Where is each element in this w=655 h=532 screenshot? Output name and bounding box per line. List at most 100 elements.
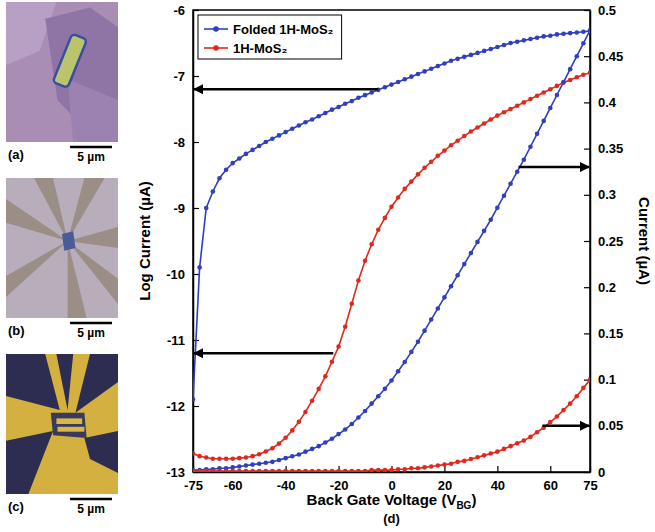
data-point xyxy=(244,152,249,157)
tick-mark xyxy=(193,406,199,407)
data-point xyxy=(197,265,202,270)
data-point xyxy=(277,441,282,446)
data-point xyxy=(211,457,216,462)
data-point xyxy=(217,457,222,462)
data-point xyxy=(568,401,573,406)
data-point xyxy=(568,31,573,36)
data-point xyxy=(462,55,467,60)
series xyxy=(193,70,590,461)
data-point xyxy=(541,34,546,39)
data-point xyxy=(310,469,315,472)
data-point xyxy=(429,464,434,469)
micrograph-panel: (c)5 µm xyxy=(6,354,118,516)
data-point xyxy=(502,193,507,198)
tick-mark xyxy=(193,472,199,473)
data-point xyxy=(389,378,394,383)
data-point xyxy=(495,449,500,454)
micrograph-background xyxy=(6,354,118,494)
data-point xyxy=(416,339,421,344)
data-point xyxy=(581,72,586,77)
data-point xyxy=(257,144,262,149)
data-point xyxy=(250,454,255,459)
data-point xyxy=(455,273,460,278)
data-point xyxy=(422,69,427,74)
data-point xyxy=(297,469,302,472)
data-point xyxy=(502,110,507,115)
data-point xyxy=(283,130,288,135)
data-point xyxy=(548,106,553,111)
data-point xyxy=(343,469,348,472)
tick-mark xyxy=(584,10,590,11)
data-point xyxy=(270,460,275,465)
data-point xyxy=(389,468,394,472)
tick-label: 0.45 xyxy=(598,49,623,64)
data-point xyxy=(270,469,275,472)
data-point xyxy=(193,451,195,456)
data-point xyxy=(502,447,507,452)
panel-label: (d) xyxy=(383,511,400,526)
data-point xyxy=(383,468,388,472)
data-point xyxy=(204,206,209,211)
data-point xyxy=(310,398,315,403)
scale-bar-label: 5 µm xyxy=(77,150,105,164)
series xyxy=(193,377,590,472)
tick-label: -10 xyxy=(166,267,185,282)
data-point xyxy=(455,57,460,62)
data-point xyxy=(316,469,321,472)
tick: -10 xyxy=(166,267,199,282)
y-axis: -13-12-11-10-9-8-7-6 xyxy=(166,3,199,480)
tick-label: 0.1 xyxy=(598,372,616,387)
tick-label: -9 xyxy=(173,201,185,216)
substrate-gap xyxy=(84,431,118,473)
data-point xyxy=(343,427,348,432)
data-point xyxy=(330,436,335,441)
data-point xyxy=(263,469,268,472)
data-point xyxy=(363,409,368,414)
data-point xyxy=(442,462,447,467)
data-point xyxy=(217,176,222,181)
data-point xyxy=(475,125,480,130)
data-point xyxy=(488,217,493,222)
data-point xyxy=(396,80,401,85)
data-point xyxy=(469,129,474,134)
micrograph-panel: (b)5 µm xyxy=(6,178,118,340)
tick-mark xyxy=(584,102,590,103)
data-point xyxy=(343,101,348,106)
electrode xyxy=(68,241,87,318)
data-point xyxy=(528,97,533,102)
data-point xyxy=(475,240,480,245)
data-point xyxy=(535,35,540,40)
y2-axis-title: Current (µA) xyxy=(636,197,653,285)
data-point xyxy=(462,459,467,464)
data-point xyxy=(396,467,401,472)
data-point xyxy=(257,469,262,472)
data-point xyxy=(555,414,560,419)
data-point xyxy=(515,169,520,174)
legend-box xyxy=(198,15,342,59)
data-point xyxy=(515,441,520,446)
data-point xyxy=(197,468,202,472)
data-point xyxy=(416,72,421,77)
data-point xyxy=(277,469,282,472)
data-point xyxy=(277,458,282,463)
tick-label: 40 xyxy=(491,478,505,493)
series-line xyxy=(193,30,590,470)
data-point xyxy=(376,227,381,232)
data-point xyxy=(416,172,421,177)
scale-bar xyxy=(70,498,112,501)
substrate-gap xyxy=(6,431,53,494)
data-point xyxy=(488,47,493,52)
data-point xyxy=(436,64,441,69)
data-point xyxy=(522,157,527,162)
micrograph-background xyxy=(6,178,118,318)
tick-mark xyxy=(584,195,590,196)
data-point xyxy=(495,113,500,118)
data-point xyxy=(336,105,341,110)
tick-label: 0.2 xyxy=(598,280,616,295)
tick: 0.25 xyxy=(584,234,623,249)
data-point xyxy=(402,467,407,472)
electrode xyxy=(58,427,85,432)
tick-mark xyxy=(584,333,590,334)
tick: -11 xyxy=(167,333,199,348)
data-point xyxy=(561,408,566,413)
